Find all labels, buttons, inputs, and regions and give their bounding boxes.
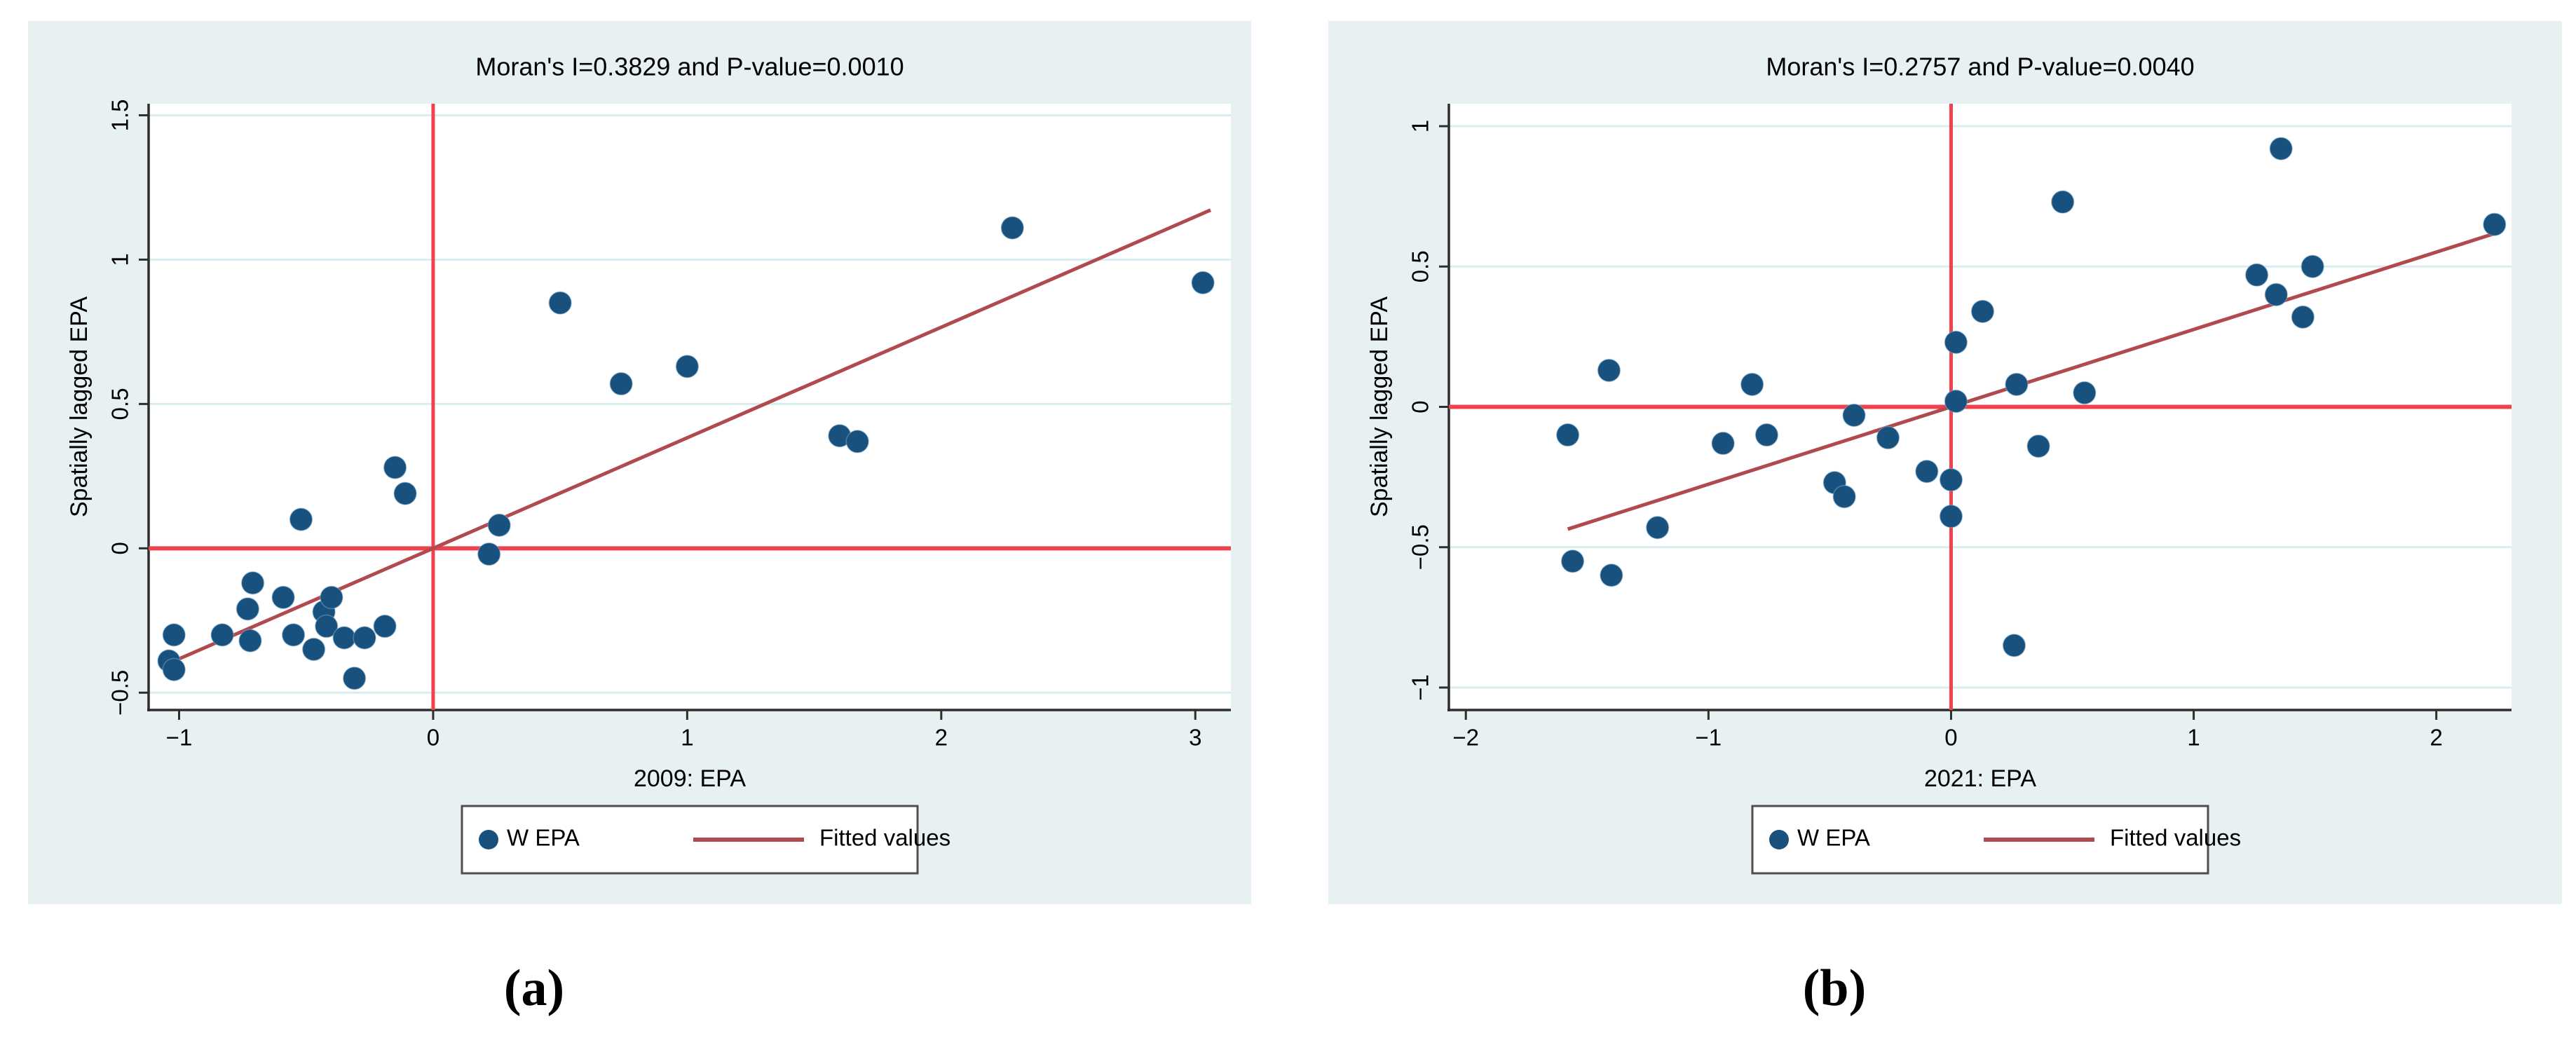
chart-title: Moran's I=0.2757 and P-value=0.0040 — [1766, 53, 2194, 81]
data-point — [1191, 271, 1215, 295]
data-point — [1597, 358, 1621, 383]
data-point — [393, 482, 417, 505]
y-tick-label: −0.5 — [1408, 524, 1433, 570]
legend-label-fitted: Fitted values — [2110, 825, 2241, 851]
legend-label-wepa: W EPA — [1797, 825, 1870, 851]
x-tick-label: 1 — [681, 725, 693, 751]
y-tick-label: 1 — [107, 253, 133, 266]
data-point — [383, 456, 407, 479]
data-point — [1754, 423, 1779, 447]
data-point — [162, 623, 186, 647]
data-point — [1944, 389, 1968, 414]
data-point — [1740, 372, 1764, 397]
x-tick-label: 0 — [1944, 725, 1957, 751]
data-point — [2073, 381, 2097, 405]
data-point — [2291, 305, 2315, 329]
data-point — [2264, 282, 2289, 307]
data-point — [1555, 423, 1580, 447]
moran-scatter-chart: −1 −0.5 0 0.5 1 −2 −1 0 1 2 2021: EPA Spatially lag… — [1328, 21, 2562, 904]
plot-area — [149, 104, 1231, 710]
data-point — [2301, 254, 2324, 279]
data-point — [1915, 459, 1939, 484]
data-point — [1832, 484, 1856, 509]
data-point — [373, 614, 397, 638]
fitted-line — [168, 208, 1212, 665]
legend-dot-marker — [1769, 830, 1789, 849]
moran-plot-2021-panel: −1 −0.5 0 0.5 1 −2 −1 0 1 2 2021: EPA Spatially lag… — [1328, 21, 2562, 904]
x-tick-label: 2 — [2430, 725, 2443, 751]
data-point — [2244, 263, 2269, 287]
y-tick-label: −1 — [1408, 674, 1433, 701]
data-point — [477, 542, 501, 566]
legend-box — [461, 805, 919, 875]
chart-title: Moran's I=0.3829 and P-value=0.0010 — [475, 53, 904, 81]
x-tick-label: 2 — [935, 725, 948, 751]
data-point — [210, 623, 234, 647]
data-point — [675, 355, 700, 378]
data-point — [1645, 515, 1670, 540]
x-tick-label: −2 — [1452, 725, 1479, 751]
data-point — [332, 626, 356, 650]
data-point — [281, 623, 306, 647]
legend-dot-marker — [479, 830, 498, 849]
data-point — [289, 507, 313, 531]
x-tick-label: 3 — [1189, 725, 1201, 751]
data-point — [162, 657, 186, 682]
subfigure-label-b: (b) — [1802, 960, 1867, 1017]
data-point — [548, 291, 572, 315]
data-point — [320, 585, 343, 610]
data-point — [1000, 216, 1025, 240]
data-point — [1970, 299, 1995, 324]
x-tick-label: 0 — [427, 725, 439, 751]
data-point — [236, 597, 260, 621]
data-point — [1711, 431, 1735, 456]
y-tick-label: −0.5 — [107, 670, 133, 716]
x-tick-label: −1 — [166, 725, 193, 751]
data-point — [2050, 190, 2075, 214]
legend-box — [1751, 805, 2209, 875]
data-point — [609, 371, 633, 396]
x-tick-label: 1 — [2187, 725, 2200, 751]
data-point — [1944, 330, 1968, 355]
subfigure-label-a: (a) — [503, 960, 565, 1017]
y-axis-title: Spatially lagged EPA — [66, 296, 93, 517]
legend-label-fitted: Fitted values — [819, 825, 950, 851]
data-point — [271, 585, 295, 610]
data-point — [1842, 403, 1866, 428]
data-point — [2483, 212, 2507, 236]
data-point — [2269, 137, 2293, 161]
data-point — [240, 571, 265, 595]
legend-label-wepa: W EPA — [507, 825, 580, 851]
x-tick-label: −1 — [1696, 725, 1722, 751]
data-point — [1939, 467, 1963, 492]
y-tick-label: 0.5 — [107, 388, 133, 420]
x-axis-title: 2021: EPA — [1924, 765, 2036, 792]
data-point — [1876, 425, 1900, 450]
data-point — [314, 614, 339, 638]
moran-plot-2009-panel: −0.5 0 0.5 1 1.5 −1 0 1 2 3 2009: EPA Spatially lag… — [28, 21, 1251, 904]
fitted-line — [1567, 231, 2497, 531]
y-tick-label: 0 — [1408, 400, 1433, 413]
moran-scatter-chart: −0.5 0 0.5 1 1.5 −1 0 1 2 3 2009: EPA Spatially lag… — [28, 21, 1251, 904]
data-point — [353, 626, 376, 650]
y-axis-title: Spatially lagged EPA — [1366, 296, 1393, 517]
data-point — [1939, 504, 1963, 528]
y-tick-label: 0 — [107, 542, 133, 554]
data-point — [487, 513, 511, 538]
y-tick-label: 1 — [1408, 120, 1433, 132]
data-point — [301, 637, 326, 662]
data-point — [2005, 372, 2029, 397]
data-point — [238, 629, 262, 653]
data-point — [2002, 634, 2026, 657]
data-point — [1600, 564, 1623, 587]
data-point — [342, 666, 367, 690]
data-point — [1560, 549, 1585, 573]
x-axis-title: 2009: EPA — [634, 765, 746, 792]
y-tick-label: 1.5 — [107, 100, 133, 132]
data-point — [845, 430, 869, 453]
y-tick-label: 0.5 — [1408, 250, 1433, 282]
data-point — [2026, 434, 2050, 458]
